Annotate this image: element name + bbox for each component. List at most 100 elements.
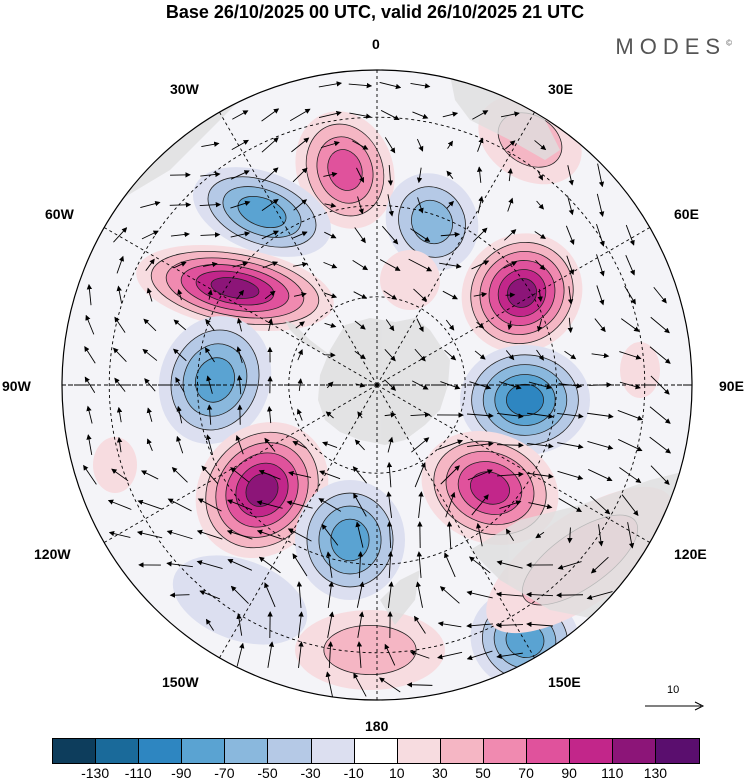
wind-vector-arrow [354, 350, 366, 360]
wind-vector-arrow [474, 350, 486, 360]
wind-vector-arrow [621, 494, 639, 517]
wind-vector-arrow [146, 438, 153, 451]
reference-vector-label: 10 [667, 684, 680, 696]
wind-vector-arrow [196, 560, 223, 569]
wind-vector-arrow [261, 198, 279, 212]
wind-vector-arrow [136, 530, 163, 539]
colorbar-bin-10 [483, 739, 528, 763]
lon-label-90w: 90W [2, 378, 31, 394]
lon-label-30e: 30E [548, 81, 573, 97]
wind-vector-arrow [650, 375, 670, 395]
wind-vector-arrow [414, 615, 426, 634]
anomaly-contour [620, 342, 660, 398]
meridian-line [376, 384, 535, 659]
wind-vector-arrow [596, 193, 605, 217]
wind-vector-arrow [387, 436, 394, 453]
logo-text: MODES [615, 34, 727, 59]
colorbar-bin-12 [570, 739, 614, 763]
wind-vector-arrow [528, 381, 552, 390]
wind-vector-arrow [236, 289, 244, 300]
wind-vector-arrow [326, 381, 334, 389]
wind-vector-arrow [173, 319, 187, 331]
wind-vector-arrow [236, 613, 243, 636]
wind-vector-arrow [591, 352, 610, 359]
wind-vector-arrow [446, 170, 454, 179]
wind-vector-arrow [567, 527, 573, 544]
wind-vector-arrow [476, 321, 485, 329]
wind-vector-arrow [619, 381, 641, 390]
wind-vector-arrow [387, 165, 394, 186]
wind-vector-arrow [617, 410, 644, 421]
wind-vector-arrow [256, 500, 283, 509]
wind-vector-arrow [112, 347, 127, 363]
wind-vector-arrow [466, 623, 493, 629]
logo-mark: © [726, 38, 732, 48]
wind-vector-arrow [320, 141, 340, 149]
wind-vector-arrow [206, 375, 213, 394]
colorbar-tick-label: -70 [214, 765, 235, 781]
wind-vector-arrow [116, 406, 123, 423]
wind-vector-arrow [378, 677, 401, 693]
wind-vector-arrow [587, 412, 614, 419]
wind-vector-arrow [536, 200, 545, 210]
colorbar-tick-label: 130 [643, 765, 668, 781]
wind-vector-arrow [261, 230, 279, 240]
wind-vector-arrow [297, 349, 303, 361]
wind-vector-arrow [197, 498, 222, 512]
wind-vector-arrow [410, 228, 431, 242]
lon-label-180: 180 [365, 718, 389, 734]
wind-vector-arrow [467, 469, 493, 481]
wind-vector-arrow [201, 141, 220, 148]
wind-vector-arrow [264, 582, 276, 608]
wind-vector-arrow [287, 528, 312, 542]
wind-vector-arrow [293, 261, 308, 268]
wind-vector-arrow [590, 556, 609, 574]
wind-vector-arrow [409, 650, 430, 659]
colorbar-bin-8 [397, 739, 441, 763]
wind-vector-arrow [352, 140, 369, 150]
wind-vector-arrow [230, 585, 249, 604]
wind-vector-arrow [356, 581, 365, 608]
wind-vector-arrow [416, 138, 424, 152]
wind-vector-arrow [558, 383, 583, 389]
wind-vector-arrow [205, 618, 214, 631]
wind-vector-arrow [200, 171, 221, 178]
wind-vector-arrow [204, 347, 215, 363]
wind-vector-arrow [466, 650, 493, 661]
colorbar-bin-4 [225, 739, 269, 763]
wind-vector-arrow [86, 283, 93, 306]
wind-vector-arrow [297, 611, 304, 638]
wind-vector-arrow [114, 377, 126, 392]
wind-vector-arrow [230, 170, 250, 180]
colorbar-bin-11 [527, 739, 571, 763]
wind-vector-arrow [143, 318, 157, 332]
wind-vector-arrow [566, 255, 575, 276]
wind-vector-arrow [417, 197, 424, 214]
wind-vector-arrow [167, 498, 192, 512]
wind-vector-arrow [357, 551, 364, 579]
wind-vector-arrow [200, 232, 221, 238]
wind-vector-arrow [528, 502, 553, 510]
wind-vector-arrow [379, 81, 402, 90]
wind-vector-arrow [414, 348, 426, 362]
wind-vector-arrow [472, 227, 488, 243]
wind-vector-arrow [467, 441, 494, 447]
wind-vector-arrow [472, 110, 489, 120]
wind-vector-arrow [625, 255, 635, 276]
wind-vector-arrow [505, 528, 515, 541]
wind-vector-arrow [201, 465, 219, 485]
wind-vector-arrow [411, 437, 430, 453]
wind-vector-arrow [567, 286, 574, 305]
wind-vector-arrow [324, 231, 337, 239]
wind-vector-arrow [295, 321, 305, 329]
wind-vector-arrow [296, 581, 303, 608]
colorbar-tick-label: 30 [432, 765, 448, 781]
wind-vector-arrow [385, 319, 395, 332]
wind-vector-arrow [83, 464, 97, 485]
wind-vector-arrow [565, 225, 575, 246]
wind-vector-arrow [327, 581, 334, 608]
colorbar-bin-13 [613, 739, 657, 763]
wind-vector-arrow [505, 350, 515, 361]
wind-vector-arrow [384, 137, 396, 154]
wind-vector-arrow [256, 529, 283, 540]
